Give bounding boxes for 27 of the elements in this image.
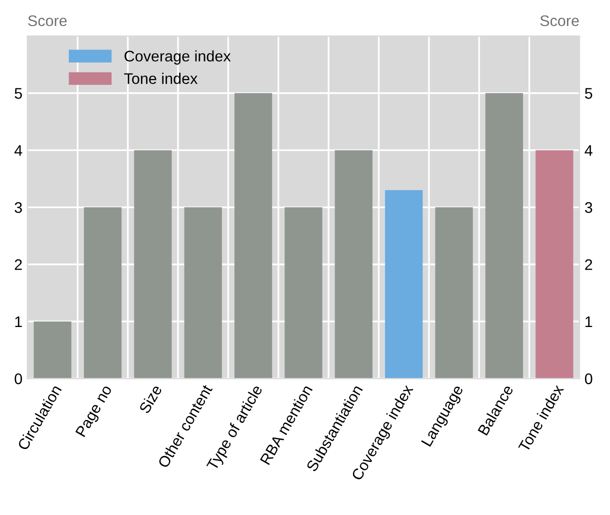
bar: [184, 207, 222, 379]
bar: [485, 93, 524, 379]
y-tick-label: 2: [14, 259, 22, 270]
y2-tick-label: 2: [585, 259, 592, 270]
legend-label: Coverage index: [124, 50, 231, 65]
y2-tick-label: 1: [586, 316, 592, 327]
bar: [435, 207, 473, 379]
y-tick-label: 4: [14, 145, 22, 156]
y-tick-label: 1: [15, 316, 22, 327]
y2-tick-label: 0: [584, 373, 592, 384]
bar: [385, 190, 423, 379]
bar: [34, 321, 72, 379]
bar: [536, 150, 574, 379]
y-tick-label: 0: [14, 373, 22, 384]
y-axis-title: Score: [28, 15, 67, 26]
y2-tick-label: 5: [584, 88, 592, 99]
bar: [234, 93, 272, 379]
y2-axis-title: Score: [540, 15, 579, 26]
y-tick-label: 5: [14, 88, 22, 99]
bar: [134, 150, 172, 379]
bar: [284, 207, 322, 379]
y2-tick-label: 4: [584, 145, 592, 156]
bar: [334, 150, 372, 379]
y2-tick-label: 3: [584, 202, 592, 213]
legend-label: Tone index: [124, 72, 198, 84]
y-tick-label: 3: [14, 202, 22, 213]
bar: [84, 207, 122, 379]
